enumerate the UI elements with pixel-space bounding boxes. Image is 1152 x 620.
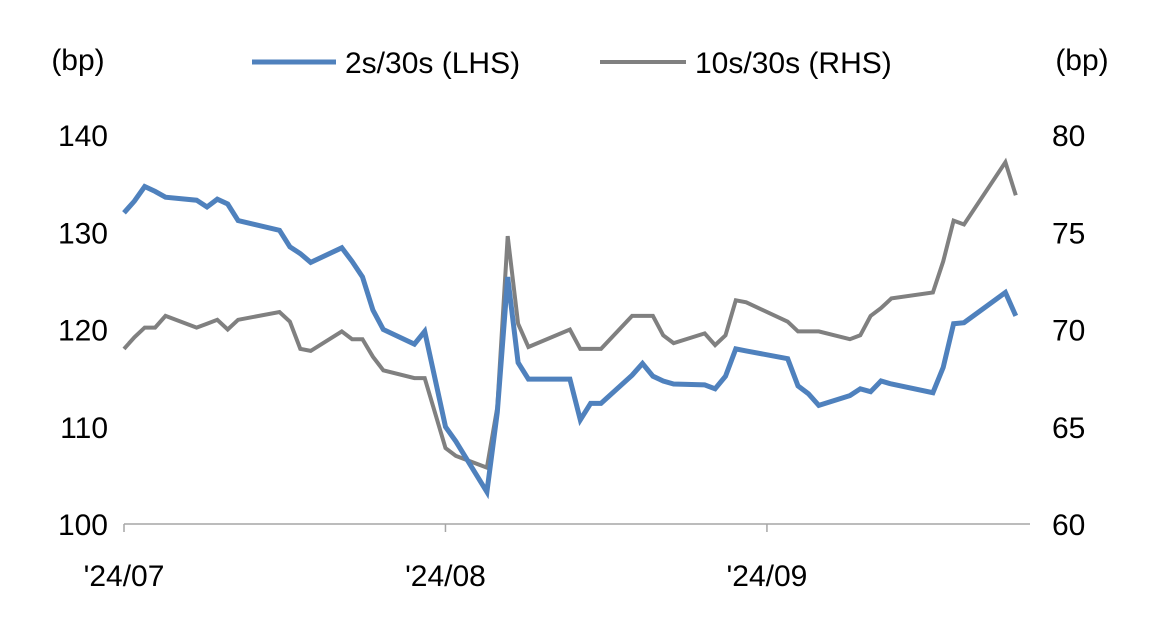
right-tick-label: 65 xyxy=(1052,412,1085,445)
left-axis-ticks: 100 110 120 130 140 xyxy=(58,120,108,542)
right-tick-label: 60 xyxy=(1052,509,1085,542)
right-tick-label: 80 xyxy=(1052,120,1085,153)
x-tick-label: '24/08 xyxy=(405,560,486,593)
series-line-2s30s xyxy=(122,183,1019,500)
x-axis: '24/07 '24/08 '24/09 xyxy=(84,523,1030,593)
left-tick-label: 140 xyxy=(58,120,108,153)
legend-label-2s30s: 2s/30s (LHS) xyxy=(345,47,520,80)
left-axis-unit-label: (bp) xyxy=(51,44,104,77)
x-tick-label: '24/07 xyxy=(84,560,165,593)
left-tick-label: 130 xyxy=(58,217,108,250)
left-tick-label: 110 xyxy=(60,412,108,445)
left-tick-label: 100 xyxy=(58,509,108,542)
right-axis-ticks: 60 65 70 75 80 xyxy=(1052,120,1085,542)
series-line-10s30s xyxy=(122,157,1018,471)
right-axis-unit-label: (bp) xyxy=(1055,44,1108,77)
left-tick-label: 120 xyxy=(58,315,108,348)
right-tick-label: 75 xyxy=(1052,217,1085,250)
series-lines xyxy=(122,157,1019,500)
x-tick-label: '24/09 xyxy=(727,560,808,593)
legend: 2s/30s (LHS) 10s/30s (RHS) xyxy=(252,47,892,80)
right-tick-label: 70 xyxy=(1052,315,1085,348)
legend-label-10s30s: 10s/30s (RHS) xyxy=(695,47,892,80)
